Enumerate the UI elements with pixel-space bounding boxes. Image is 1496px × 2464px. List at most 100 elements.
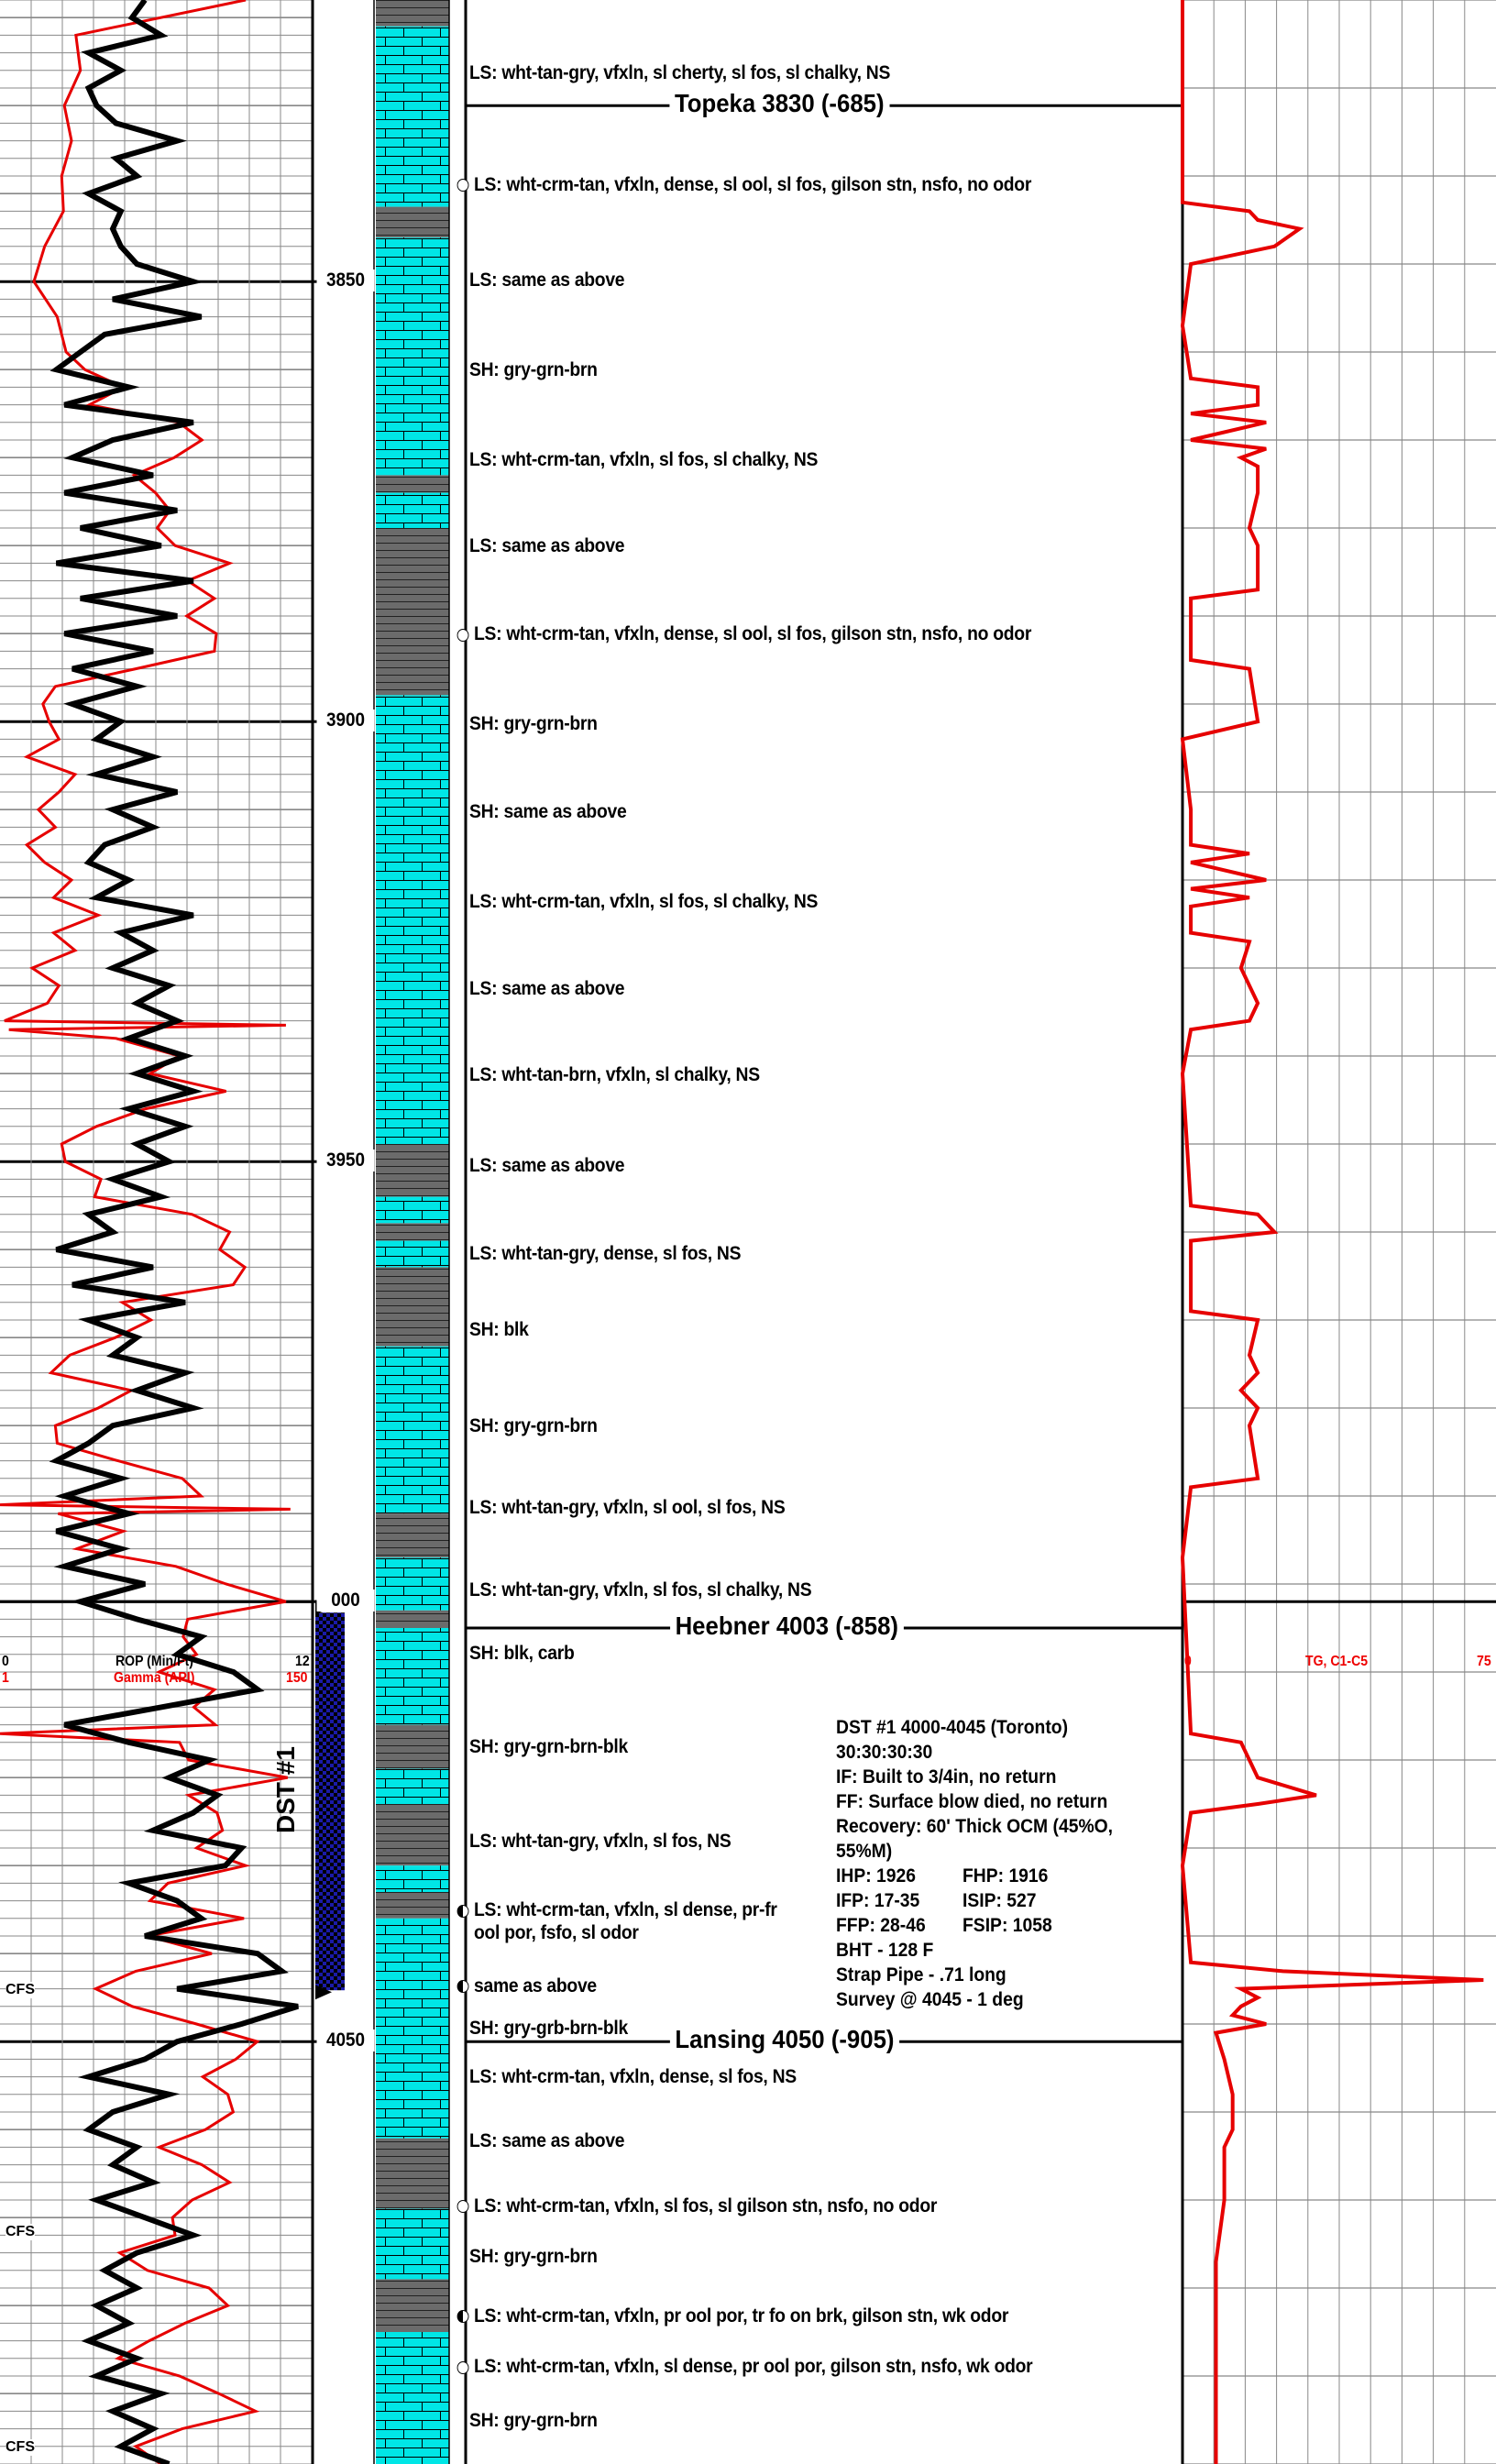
description-text: LS: wht-tan-gry, vfxln, sl fos, NS bbox=[469, 1831, 732, 1853]
gamma-scale-max: 150 bbox=[286, 1670, 308, 1686]
description-text: SH: same as above bbox=[469, 801, 627, 823]
lithology-shale bbox=[376, 2279, 449, 2332]
description-text: SH: gry-grb-brn-blk bbox=[469, 2017, 628, 2039]
lithology-shale bbox=[376, 1513, 449, 1558]
lithology-description: LS: same as above bbox=[469, 978, 625, 1000]
lithology-limestone bbox=[376, 1346, 449, 1514]
oil-show-open-icon bbox=[456, 179, 469, 192]
depth-label: 4050 bbox=[316, 2030, 375, 2052]
description-text: SH: blk bbox=[469, 1319, 529, 1341]
lithology-description: LS: wht-crm-tan, vfxln, dense, sl ool, s… bbox=[456, 623, 1032, 645]
dst-interval bbox=[315, 1612, 345, 1991]
lithology-description: LS: wht-crm-tan, vfxln, sl fos, sl chalk… bbox=[469, 891, 818, 913]
lithology-column bbox=[376, 0, 449, 2464]
rop-curve bbox=[49, 0, 299, 2464]
depth-label: 3850 bbox=[316, 270, 375, 292]
description-text: LS: same as above bbox=[469, 2129, 625, 2151]
description-text: LS: wht-tan-brn, vfxln, sl chalky, NS bbox=[469, 1064, 760, 1086]
dst-pressure-value: FFP: 28-46 bbox=[836, 1915, 926, 1936]
lithology-description: LS: wht-crm-tan, vfxln, pr ool por, tr f… bbox=[456, 2305, 1008, 2327]
dst-pressure-row: FFP: 28-46 FSIP: 1058 bbox=[836, 1913, 1113, 1938]
rop-scale-max: 12 bbox=[295, 1654, 310, 1669]
lithology-limestone bbox=[376, 1918, 449, 2139]
lithology-shale bbox=[376, 1892, 449, 1919]
dst-pressure-value: IHP: 1926 bbox=[836, 1865, 916, 1886]
lithology-description: LS: same as above bbox=[469, 535, 625, 557]
dst-pressure-value: ISIP: 527 bbox=[962, 1890, 1037, 1911]
dst-bottom-arrow bbox=[315, 1985, 332, 2000]
description-text: LS: wht-crm-tan, vfxln, sl fos, sl chalk… bbox=[469, 890, 819, 912]
rop-scale-label: ROP (Min/Ft) bbox=[116, 1654, 193, 1669]
depth-label: 3900 bbox=[316, 710, 375, 732]
lithology-description: LS: wht-tan-brn, vfxln, sl chalky, NS bbox=[469, 1064, 760, 1086]
lithology-description: LS: wht-tan-gry, dense, sl fos, NS bbox=[469, 1243, 741, 1265]
lithology-limestone bbox=[376, 1240, 449, 1268]
description-text: LS: wht-crm-tan, vfxln, dense, sl ool, s… bbox=[474, 623, 1032, 645]
lithology-shale bbox=[376, 528, 449, 696]
lithology-shale bbox=[376, 1144, 449, 1197]
lithology-shale bbox=[376, 1724, 449, 1769]
depth-label: 000 bbox=[316, 1590, 375, 1612]
left-track-grid bbox=[0, 0, 312, 2464]
rop-scale-min: 0 bbox=[2, 1654, 9, 1669]
lithology-limestone bbox=[376, 695, 449, 1144]
lithology-shale bbox=[376, 1804, 449, 1866]
lithology-description: SH: same as above bbox=[469, 801, 627, 823]
lithology-description: SH: gry-grn-brn bbox=[469, 2246, 598, 2268]
depth-label: 3950 bbox=[316, 1150, 375, 1172]
lithology-description: LS: same as above bbox=[469, 270, 625, 292]
lithology-description: SH: gry-grb-brn-blk bbox=[469, 2018, 628, 2040]
description-text: SH: gry-grn-brn-blk bbox=[469, 1735, 628, 1757]
dst-summary: DST #1 4000-4045 (Toronto) 30:30:30:30 IF:… bbox=[836, 1715, 1113, 2012]
description-text: LS: wht-tan-gry, vfxln, sl fos, sl chalk… bbox=[469, 1578, 812, 1600]
lithology-description: LS: same as above bbox=[469, 2129, 625, 2152]
gamma-curve bbox=[0, 0, 291, 2464]
lithology-shale bbox=[376, 1267, 449, 1347]
lithology-limestone bbox=[376, 2332, 449, 2464]
description-text: LS: same as above bbox=[469, 978, 625, 999]
lithology-description: LS: wht-crm-tan, vfxln, dense, sl fos, N… bbox=[469, 2066, 797, 2088]
lithology-description: LS: wht-tan-gry, vfxln, sl fos, NS bbox=[469, 1831, 732, 1853]
lithology-description: LS: wht-tan-gry, vfxln, sl ool, sl fos, … bbox=[469, 1497, 786, 1519]
description-text: LS: wht-crm-tan, vfxln, sl fos, sl gilso… bbox=[474, 2194, 938, 2216]
dst-label: DST #1 bbox=[271, 1746, 300, 1833]
dst-line: DST #1 4000-4045 (Toronto) bbox=[836, 1717, 1069, 1738]
dst-line: Strap Pipe - .71 long bbox=[836, 1964, 1006, 1986]
description-text: SH: gry-grn-brn bbox=[469, 713, 598, 735]
lithology-description: same as above bbox=[456, 1975, 597, 1997]
description-text: LS: wht-crm-tan, vfxln, sl dense, pr ool… bbox=[474, 2356, 1033, 2378]
gamma-scale-label: Gamma (API) bbox=[114, 1670, 195, 1686]
lithology-shale bbox=[376, 1610, 449, 1628]
dst-pressure-row: IHP: 1926 FHP: 1916 bbox=[836, 1864, 1113, 1888]
description-text: LS: wht-crm-tan, vfxln, sl dense, pr-fr bbox=[474, 1899, 777, 1921]
dst-line: BHT - 128 F bbox=[836, 1940, 934, 1961]
tg-scale-label: TG, C1-C5 bbox=[1305, 1654, 1369, 1669]
cfs-marker: CFS bbox=[6, 2223, 35, 2240]
lithology-description: LS: wht-crm-tan, vfxln, dense, sl ool, s… bbox=[456, 174, 1031, 196]
description-text: SH: gry-grn-brn bbox=[469, 1415, 598, 1437]
lithology-limestone bbox=[376, 237, 449, 476]
lithology-description: LS: wht-crm-tan, vfxln, sl fos, sl chalk… bbox=[469, 449, 818, 471]
dst-line: FF: Surface blow died, no return bbox=[836, 1791, 1108, 1812]
tg-scale-max: 75 bbox=[1477, 1654, 1491, 1669]
oil-show-half-icon bbox=[456, 1980, 469, 1994]
lithology-shale bbox=[376, 1223, 449, 1241]
description-text: LS: wht-crm-tan, vfxln, sl fos, sl chalk… bbox=[469, 449, 819, 471]
description-text: SH: blk, carb bbox=[469, 1642, 575, 1664]
lithology-limestone bbox=[376, 26, 449, 207]
formation-top: Heebner 4003 (-858) bbox=[670, 1612, 904, 1641]
description-text: ool por, fsfo, sl odor bbox=[474, 1922, 639, 1944]
lithology-description: LS: wht-crm-tan, vfxln, sl dense, pr-fr o… bbox=[456, 1899, 777, 1944]
description-text: LS: wht-tan-gry, dense, sl fos, NS bbox=[469, 1242, 742, 1264]
lithology-limestone bbox=[376, 2208, 449, 2280]
lithology-shale bbox=[376, 475, 449, 493]
description-text: SH: gry-grn-brn bbox=[469, 2246, 598, 2268]
lithology-shale bbox=[376, 2138, 449, 2209]
lithology-limestone bbox=[376, 1557, 449, 1611]
lithology-description: SH: blk bbox=[469, 1319, 529, 1341]
lithology-description: SH: gry-grn-brn-blk bbox=[469, 1736, 628, 1758]
dst-pressure-value: IFP: 17-35 bbox=[836, 1890, 920, 1911]
lithology-description: LS: wht-crm-tan, vfxln, sl fos, sl gilso… bbox=[456, 2194, 938, 2217]
lithology-description: LS: same as above bbox=[469, 1155, 625, 1177]
